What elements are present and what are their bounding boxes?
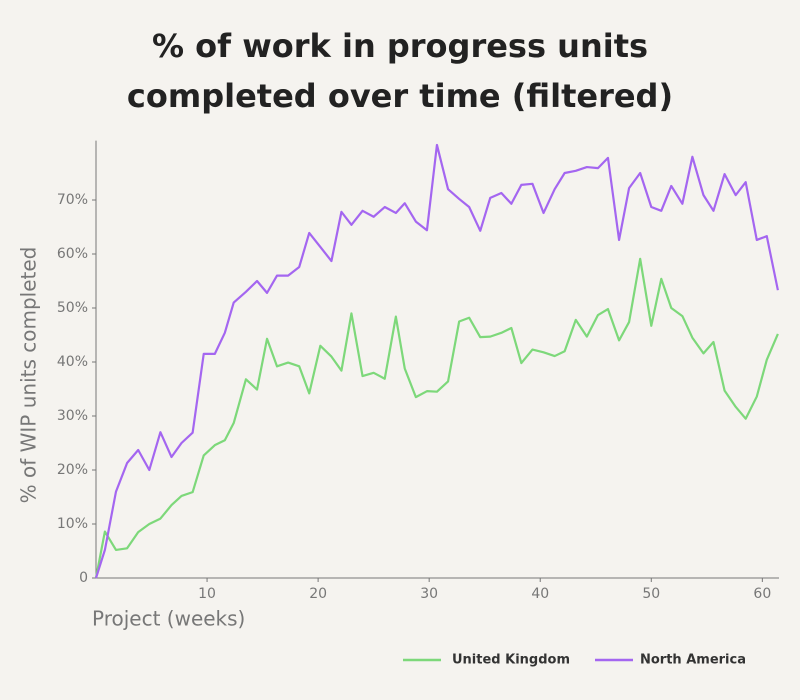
data-line: [94, 143, 779, 579]
chart-subtitle: completed over time (filtered): [127, 77, 673, 115]
x-tick-label: 40: [531, 586, 549, 602]
y-tick-label: 20%: [57, 462, 88, 478]
x-tick-label: 20: [309, 586, 327, 602]
y-tick-label: 0: [79, 570, 88, 586]
x-tick-label: 30: [420, 586, 438, 602]
y-tick-label: 10%: [57, 516, 88, 532]
y-tick-label: 40%: [57, 354, 88, 370]
chart-title: % of work in progress units: [152, 27, 648, 65]
y-tick-label: 70%: [57, 192, 88, 208]
y-axis-label: % of WIP units completed: [17, 247, 41, 504]
x-axis-label: Project (weeks): [92, 607, 245, 631]
x-tick-label: 10: [198, 586, 216, 602]
legend-label: United Kingdom: [452, 653, 570, 668]
y-tick-label: 50%: [57, 300, 88, 316]
x-tick-label: 50: [642, 586, 660, 602]
x-tick-label: 60: [753, 586, 771, 602]
y-tick-label: 60%: [57, 246, 88, 262]
legend-label: North America: [640, 653, 746, 668]
data-line: [94, 257, 779, 579]
y-tick-label: 30%: [57, 408, 88, 424]
